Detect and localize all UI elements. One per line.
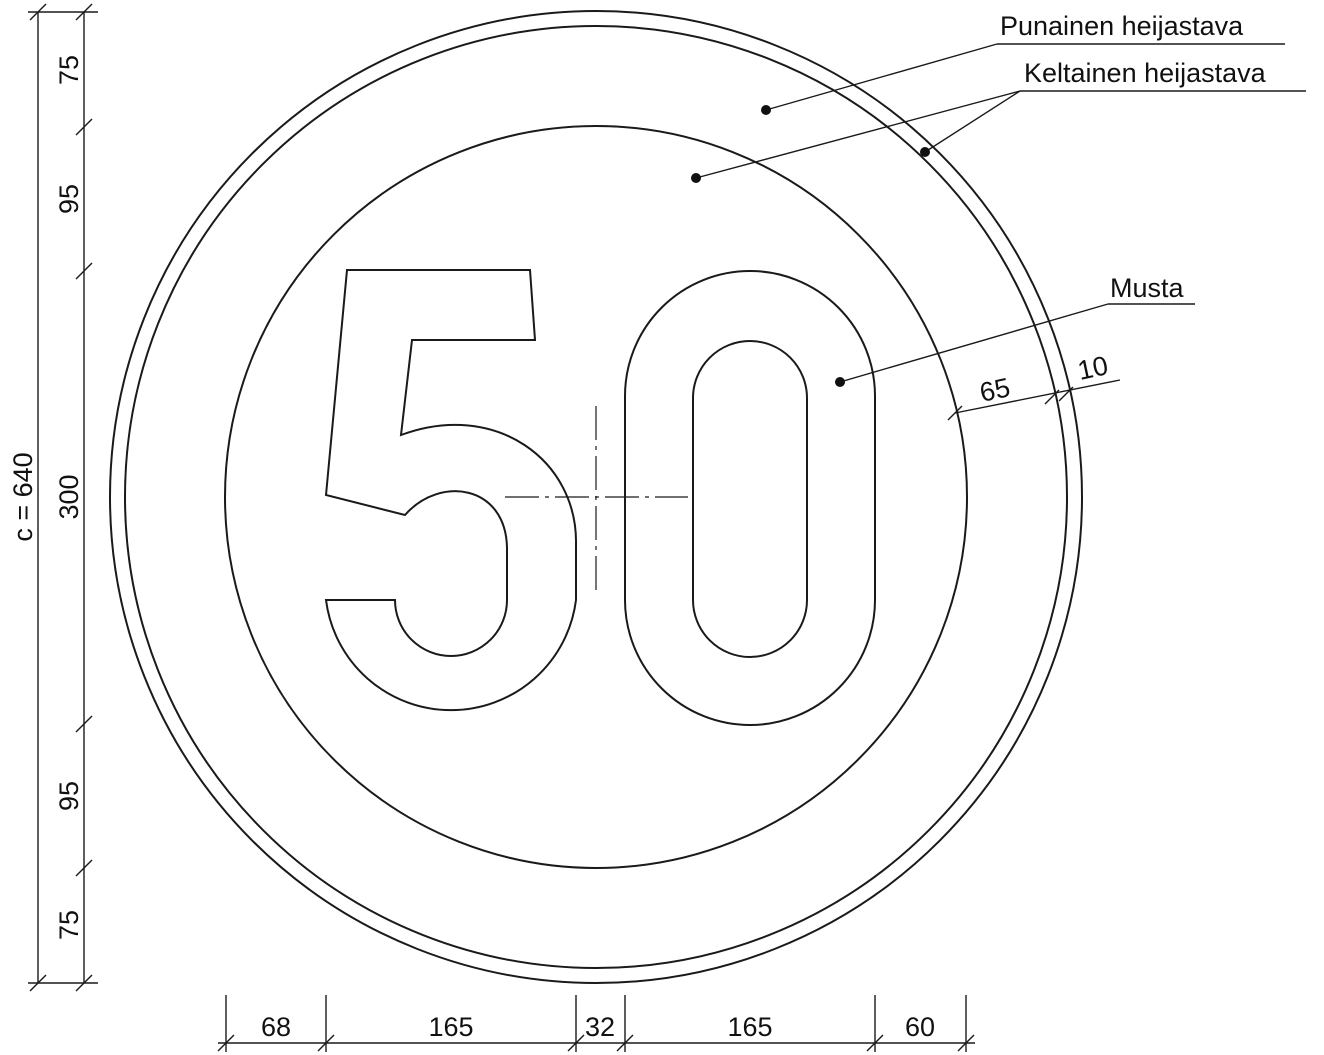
callout-yellow-reflective: Keltainen heijastava [691, 58, 1306, 183]
callout-red-reflective: Punainen heijastava [761, 11, 1285, 115]
dim-v-seg5: 75 [54, 910, 84, 940]
dim-h-seg1: 68 [261, 1012, 291, 1042]
center-lines [505, 406, 688, 590]
dim-v-seg3: 300 [54, 474, 84, 519]
label-black: Musta [1110, 273, 1185, 303]
digit-zero-outer [624, 270, 876, 726]
dim-outer-band: 10 [1075, 350, 1111, 386]
outer-border-circle [109, 10, 1083, 984]
digit-zero-outline [624, 270, 876, 726]
label-yellow-reflective: Keltainen heijastava [1024, 58, 1267, 88]
digit-zero-inner [692, 340, 808, 658]
dim-v-seg1: 75 [54, 55, 84, 85]
dim-h-seg3: 32 [585, 1012, 615, 1042]
inner-white-circle [224, 125, 968, 869]
digit-five-outline [324, 269, 578, 712]
horizontal-dimension-chain: 68 165 32 165 60 [217, 995, 975, 1052]
dim-h-seg5: 60 [905, 1012, 935, 1042]
dim-h-seg4: 165 [727, 1012, 772, 1042]
dim-h-seg2: 165 [428, 1012, 473, 1042]
reflective-edge-circle [124, 25, 1068, 969]
vertical-dimension-chain: c = 640 75 95 300 95 75 [8, 3, 98, 992]
callout-black: Musta [835, 273, 1195, 387]
sign-outline [109, 10, 1083, 984]
dim-red-band: 65 [977, 372, 1013, 408]
dim-v-seg2: 95 [54, 184, 84, 214]
label-red-reflective: Punainen heijastava [1000, 11, 1244, 41]
ring-dimension: 65 10 [947, 350, 1121, 421]
dim-total-height: c = 640 [8, 452, 38, 541]
dim-v-seg4: 95 [54, 781, 84, 811]
